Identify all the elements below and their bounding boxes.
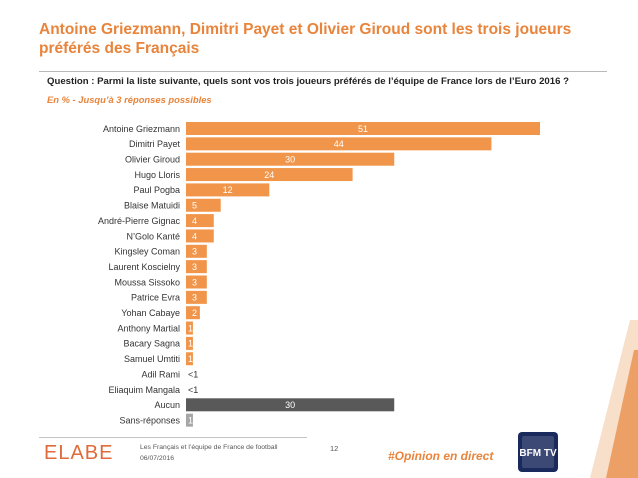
study-date: 06/07/2016 (140, 455, 175, 462)
bar (186, 413, 193, 427)
bar (186, 183, 270, 197)
value-label: 1 (188, 415, 193, 425)
category-label: Paul Pogba (133, 185, 180, 195)
value-label: 3 (192, 247, 197, 257)
decorative-triangle (590, 320, 638, 478)
chart-subtitle: En % - Jusqu’à 3 réponses possibles (47, 94, 212, 105)
category-label: Antoine Griezmann (103, 124, 180, 134)
value-label: 51 (358, 124, 368, 134)
value-label: <1 (188, 369, 198, 379)
bar (186, 352, 193, 366)
footer-divider (39, 437, 307, 438)
category-label: Sans-réponses (119, 415, 180, 425)
bar (186, 275, 207, 289)
value-label: 3 (192, 277, 197, 287)
category-label: André-Pierre Gignac (98, 216, 181, 226)
elabe-logo-text: ELABE (44, 442, 113, 463)
value-label: 4 (192, 231, 197, 241)
bar (186, 398, 395, 412)
bar (186, 137, 492, 151)
bar (186, 229, 214, 243)
value-label: 2 (192, 308, 197, 318)
bar (186, 244, 207, 258)
chart-title: Antoine Griezmann, Dimitri Payet et Oliv… (39, 21, 572, 57)
bfmtv-logo: BFM TV (518, 432, 558, 472)
page-number: 12 (330, 444, 339, 453)
survey-question: Question : Parmi la liste suivante, quel… (47, 76, 569, 87)
category-label: Bacary Sagna (123, 339, 180, 349)
bfmtv-logo-text: BFM TV (519, 448, 557, 459)
bar (186, 214, 214, 228)
bar (186, 198, 221, 212)
category-label: Aucun (154, 400, 180, 410)
category-label: Blaise Matuidi (124, 201, 180, 211)
value-label: 3 (192, 262, 197, 272)
value-label: 4 (192, 216, 197, 226)
study-name: Les Français et l’équipe de France de fo… (140, 444, 278, 451)
bar (186, 306, 200, 320)
category-label: Kingsley Coman (114, 247, 180, 257)
value-label: 3 (192, 293, 197, 303)
category-label: Samuel Umtiti (124, 354, 180, 364)
value-label: 1 (188, 354, 193, 364)
value-label: 44 (334, 139, 344, 149)
bar (186, 168, 353, 182)
bar (186, 321, 193, 335)
category-label: N’Golo Kanté (126, 231, 180, 241)
category-label: Eliaquim Mangala (108, 385, 180, 395)
value-label: 30 (285, 155, 295, 165)
value-label: 12 (223, 185, 233, 195)
bar (186, 122, 540, 135)
category-label: Adil Rami (141, 369, 180, 379)
value-label: 24 (264, 170, 274, 180)
category-label: Yohan Cabaye (121, 308, 180, 318)
hashtag: #Opinion en direct (388, 449, 494, 463)
elabe-logo: ELABE (44, 442, 113, 463)
category-label: Moussa Sissoko (114, 277, 180, 287)
value-label: 1 (188, 323, 193, 333)
bar (186, 290, 207, 304)
header-divider (39, 71, 607, 72)
category-label: Hugo Lloris (134, 170, 180, 180)
bar (186, 152, 395, 166)
category-label: Dimitri Payet (129, 139, 181, 149)
value-label: 30 (285, 400, 295, 410)
value-label: <1 (188, 385, 198, 395)
category-label: Olivier Giroud (125, 155, 180, 165)
bar (186, 260, 207, 274)
category-label: Laurent Koscielny (108, 262, 180, 272)
value-label: 1 (188, 339, 193, 349)
value-label: 5 (192, 201, 197, 211)
bar (186, 336, 193, 350)
category-label: Anthony Martial (117, 323, 180, 333)
footer-info: Les Français et l’équipe de France de fo… (140, 442, 278, 464)
category-label: Patrice Evra (131, 293, 180, 303)
